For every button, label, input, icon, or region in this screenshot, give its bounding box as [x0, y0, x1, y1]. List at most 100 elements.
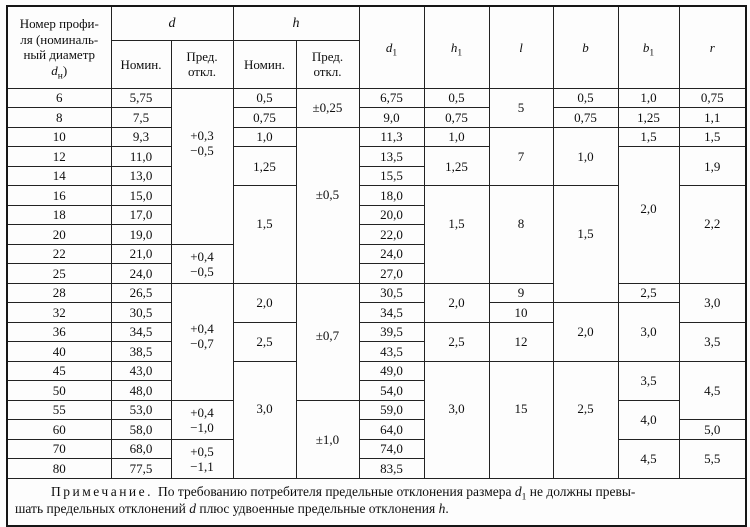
cell-b1: 3,5 — [617, 360, 680, 401]
cell-l: 15 — [488, 360, 554, 479]
cell-b1: 3,0 — [617, 302, 680, 362]
cell-d-nominal: 13,0 — [110, 165, 172, 186]
cell-d1: 13,5 — [358, 146, 425, 167]
cell-r: 5,0 — [678, 419, 747, 440]
cell-h-nominal: 1,0 — [232, 126, 297, 147]
cell-profile-number: 14 — [6, 165, 112, 186]
cell-h-deviation: ±1,0 — [295, 399, 360, 479]
cell-d1: 24,0 — [358, 243, 425, 264]
cell-l: 10 — [488, 302, 554, 323]
table-row: 28 26,5 +0,4 −0,7 2,0 ±0,7 30,5 2,0 9 2,… — [6, 282, 747, 401]
table-row: 8 7,5 0,75 9,0 0,75 0,75 1,25 1,1 — [6, 107, 747, 128]
cell-profile-number: 60 — [6, 419, 112, 440]
cell-d-nominal: 30,5 — [110, 302, 172, 323]
cell-d-deviation: +0,4 −1,0 — [170, 399, 234, 440]
cell-d1: 74,0 — [358, 438, 425, 459]
var-h1: h — [450, 39, 458, 55]
cell-d1: 11,3 — [358, 126, 425, 147]
footnote-text: плюс удвоенные предельные отклонения — [195, 500, 439, 516]
cell-b: 0,75 — [552, 107, 619, 128]
col-header-h-deviation: Пред. откл. — [295, 39, 360, 89]
cell-d-nominal: 9,3 — [110, 126, 172, 147]
cell-d-nominal: 19,0 — [110, 224, 172, 245]
var-d1: d — [385, 39, 393, 55]
table-row: 60 58,0 64,0 5,0 — [6, 419, 747, 440]
table-row: 32 30,5 34,5 10 2,0 3,0 — [6, 302, 746, 362]
cell-b: 1,0 — [552, 126, 619, 186]
cell-l: 7 — [488, 126, 554, 186]
cell-r: 1,9 — [678, 146, 747, 186]
cell-b1: 4,5 — [617, 438, 680, 479]
footnote-line-2: шать предельных отклонений d плюс удвоен… — [15, 501, 741, 518]
col-header-d-group: d — [110, 5, 234, 41]
table-row: 16 15,0 1,5 18,0 1,5 8 1,5 2,2 — [6, 185, 747, 303]
cell-profile-number: 10 — [6, 126, 112, 147]
var-d: d — [51, 62, 58, 78]
cell-d1: 18,0 — [358, 185, 425, 206]
cell-h-nominal: 0,5 — [232, 87, 297, 108]
cell-d1: 64,0 — [358, 419, 425, 440]
cell-r: 4,5 — [678, 360, 747, 420]
cell-h-nominal: 2,0 — [232, 282, 297, 323]
cell-h1: 3,0 — [423, 360, 490, 479]
cell-profile-number: 70 — [6, 438, 112, 459]
cell-profile-number: 50 — [6, 380, 112, 401]
col-header-h1: h1 — [423, 5, 490, 89]
cell-d1: 15,5 — [358, 165, 425, 186]
var-l: l — [519, 39, 523, 55]
col-header-h-group: h — [232, 5, 360, 41]
cell-h-deviation: ±0,5 — [295, 126, 360, 284]
cell-d1: 22,0 — [358, 224, 425, 245]
cell-r: 5,5 — [678, 438, 747, 479]
cell-profile-number: 45 — [6, 360, 112, 381]
paren: ) — [62, 62, 68, 78]
profile-header-line: Номер профи- — [19, 16, 99, 32]
table-row: 20 19,0 22,0 — [6, 224, 746, 245]
profile-header-line: dн) — [8, 62, 111, 81]
cell-b1: 2,5 — [617, 282, 680, 303]
cell-h1: 2,0 — [423, 282, 490, 323]
cell-profile-number: 36 — [6, 321, 112, 342]
table-row: 45 43,0 3,0 49,0 3,0 15 2,5 3,5 4,5 — [6, 360, 747, 479]
var-b: b — [582, 39, 589, 55]
footnote-line-1: Примечание. По требованию потребителя пре… — [15, 484, 741, 502]
col-header-profile-number: Номер профи- ля (номиналь- ный диаметр d… — [6, 5, 112, 89]
cell-d1: 39,5 — [358, 321, 425, 342]
cell-profile-number: 12 — [6, 146, 112, 167]
table-footnote: Примечание. По требованию потребителя пре… — [6, 477, 747, 526]
cell-d-nominal: 7,5 — [110, 107, 172, 128]
table-row: 50 48,0 54,0 — [6, 380, 746, 401]
cell-d1: 34,5 — [358, 302, 425, 323]
cell-h1: 1,25 — [423, 146, 490, 186]
cell-d-nominal: 17,0 — [110, 204, 172, 225]
cell-d1: 49,0 — [358, 360, 425, 381]
cell-profile-number: 32 — [6, 302, 112, 323]
cell-d1: 27,0 — [358, 263, 425, 284]
cell-d1: 20,0 — [358, 204, 425, 225]
cell-d-deviation: +0,4 −0,7 — [170, 282, 234, 401]
table-row: 36 34,5 2,5 39,5 2,5 12 3,5 — [6, 321, 747, 362]
cell-b: 0,5 — [552, 87, 619, 108]
cell-h-nominal: 0,75 — [232, 107, 297, 128]
cell-h-nominal: 2,5 — [232, 321, 297, 362]
cell-h-nominal: 1,25 — [232, 146, 297, 186]
footnote-text: По требованию потребителя предельные отк… — [158, 484, 515, 499]
cell-d-nominal: 24,0 — [110, 263, 172, 284]
table-row: 22 21,0 +0,4 −0,5 24,0 — [6, 243, 746, 284]
cell-d-nominal: 58,0 — [110, 419, 172, 440]
note-row: Примечание. По требованию потребителя пре… — [6, 477, 747, 526]
table-row: 14 13,0 15,5 — [6, 165, 746, 186]
cell-r: 1,1 — [678, 107, 747, 128]
cell-d-nominal: 68,0 — [110, 438, 172, 459]
cell-d-nominal: 43,0 — [110, 360, 172, 381]
cell-b1: 1,5 — [617, 126, 680, 147]
cell-d-nominal: 38,5 — [110, 341, 172, 362]
profile-header-line: ный диаметр — [23, 47, 96, 63]
col-header-d-nominal: Номин. — [110, 39, 172, 89]
var-d1: d — [514, 484, 522, 499]
footnote-label: Примечание. — [51, 484, 154, 499]
cell-d1: 83,5 — [358, 458, 425, 479]
col-header-d1: d1 — [358, 5, 425, 89]
cell-d-nominal: 48,0 — [110, 380, 172, 401]
